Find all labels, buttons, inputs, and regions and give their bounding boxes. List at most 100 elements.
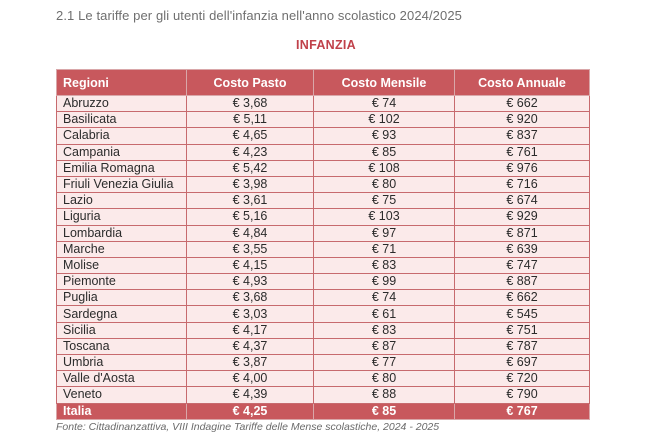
cell-regione: Valle d'Aosta [56,370,187,388]
table-row: Friuli Venezia Giulia € 3,98 € 80 € 716 [56,175,590,194]
cell-regione: Basilicata [56,111,187,129]
table-row: Piemonte € 4,93 € 99 € 887 [56,273,590,291]
cell-costo-annuale: € 790 [454,386,590,404]
section-heading: 2.1 Le tariffe per gli utenti dell'infan… [56,8,463,23]
cell-costo-annuale: € 674 [454,192,590,210]
cell-costo-mensile: € 97 [313,224,455,242]
cell-costo-mensile: € 74 [313,94,455,113]
total-cell-costo-annuale: € 767 [454,402,590,420]
cell-costo-pasto: € 4,84 [186,224,314,242]
table-header-row: Regioni Costo Pasto Costo Mensile Costo … [56,69,590,96]
cell-regione: Liguria [56,208,187,226]
cell-costo-annuale: € 716 [454,175,590,194]
cell-costo-annuale: € 697 [454,353,590,372]
cell-costo-mensile: € 80 [313,370,455,388]
cell-regione: Toscana [56,337,187,356]
cell-costo-pasto: € 4,93 [186,273,314,291]
cell-costo-mensile: € 83 [313,321,455,339]
table-row: Basilicata € 5,11 € 102 € 920 [56,111,590,129]
cell-regione: Sardegna [56,305,187,323]
cell-costo-annuale: € 787 [454,337,590,356]
cell-regione: Puglia [56,289,187,307]
cell-costo-annuale: € 545 [454,305,590,323]
cell-regione: Friuli Venezia Giulia [56,175,187,194]
cell-costo-pasto: € 3,03 [186,305,314,323]
table-row: Marche € 3,55 € 71 € 639 [56,240,590,258]
cell-regione: Abruzzo [56,94,187,113]
cell-costo-pasto: € 5,42 [186,159,314,177]
cell-costo-mensile: € 102 [313,111,455,129]
table-title: INFANZIA [295,38,357,52]
cell-costo-pasto: € 4,39 [186,386,314,404]
cell-costo-mensile: € 83 [313,256,455,275]
cell-costo-pasto: € 4,37 [186,337,314,356]
cell-costo-annuale: € 662 [454,94,590,113]
total-cell-costo-mensile: € 85 [313,402,455,420]
source-note: Fonte: Cittadinanzattiva, VIII Indagine … [56,421,440,433]
column-header-costo-annuale: Costo Annuale [454,69,590,96]
cell-costo-mensile: € 87 [313,337,455,356]
cell-costo-annuale: € 720 [454,370,590,388]
cell-costo-pasto: € 4,00 [186,370,314,388]
table-row: Emilia Romagna € 5,42 € 108 € 976 [56,159,590,177]
cell-costo-pasto: € 3,87 [186,353,314,372]
column-header-costo-pasto: Costo Pasto [186,69,314,96]
cell-costo-pasto: € 5,16 [186,208,314,226]
total-row: Italia € 4,25 € 85 € 767 [56,402,590,420]
table-row: Calabria € 4,65 € 93 € 837 [56,127,590,145]
cell-regione: Sicilia [56,321,187,339]
cell-costo-annuale: € 920 [454,111,590,129]
cell-costo-mensile: € 75 [313,192,455,210]
cell-costo-mensile: € 93 [313,127,455,145]
table-row: Lombardia € 4,84 € 97 € 871 [56,224,590,242]
cell-costo-annuale: € 871 [454,224,590,242]
cell-costo-pasto: € 3,61 [186,192,314,210]
cell-costo-pasto: € 4,23 [186,143,314,161]
table-row: Sicilia € 4,17 € 83 € 751 [56,321,590,339]
cell-costo-annuale: € 837 [454,127,590,145]
cell-costo-mensile: € 80 [313,175,455,194]
cell-costo-mensile: € 77 [313,353,455,372]
cell-costo-annuale: € 639 [454,240,590,258]
table-row: Puglia € 3,68 € 74 € 662 [56,289,590,307]
total-cell-regione: Italia [56,402,187,420]
cell-regione: Marche [56,240,187,258]
cell-costo-annuale: € 761 [454,143,590,161]
cell-costo-mensile: € 71 [313,240,455,258]
table-row: Toscana € 4,37 € 87 € 787 [56,337,590,356]
cell-regione: Molise [56,256,187,275]
table-row: Liguria € 5,16 € 103 € 929 [56,208,590,226]
cell-costo-mensile: € 108 [313,159,455,177]
table-row: Umbria € 3,87 € 77 € 697 [56,353,590,372]
table-row: Abruzzo € 3,68 € 74 € 662 [56,94,590,113]
cell-regione: Lazio [56,192,187,210]
cell-costo-annuale: € 747 [454,256,590,275]
table-body: Abruzzo € 3,68 € 74 € 662 Basilicata € 5,11 € … [56,94,590,420]
cell-costo-pasto: € 3,68 [186,94,314,113]
cell-costo-pasto: € 3,55 [186,240,314,258]
column-header-regioni: Regioni [56,69,187,96]
cell-costo-annuale: € 887 [454,273,590,291]
cell-costo-pasto: € 4,17 [186,321,314,339]
cell-costo-pasto: € 3,98 [186,175,314,194]
cell-costo-mensile: € 61 [313,305,455,323]
cell-costo-mensile: € 85 [313,143,455,161]
cell-costo-pasto: € 3,68 [186,289,314,307]
table-row: Veneto € 4,39 € 88 € 790 [56,386,590,404]
cell-regione: Veneto [56,386,187,404]
cell-regione: Umbria [56,353,187,372]
cell-regione: Calabria [56,127,187,145]
cell-regione: Piemonte [56,273,187,291]
table-row: Sardegna € 3,03 € 61 € 545 [56,305,590,323]
cell-costo-annuale: € 929 [454,208,590,226]
cell-costo-pasto: € 4,65 [186,127,314,145]
cell-regione: Lombardia [56,224,187,242]
cell-costo-annuale: € 662 [454,289,590,307]
cell-costo-pasto: € 4,15 [186,256,314,275]
cell-regione: Campania [56,143,187,161]
cell-costo-annuale: € 751 [454,321,590,339]
cell-costo-mensile: € 103 [313,208,455,226]
table-row: Lazio € 3,61 € 75 € 674 [56,192,590,210]
cell-costo-pasto: € 5,11 [186,111,314,129]
cell-costo-mensile: € 74 [313,289,455,307]
